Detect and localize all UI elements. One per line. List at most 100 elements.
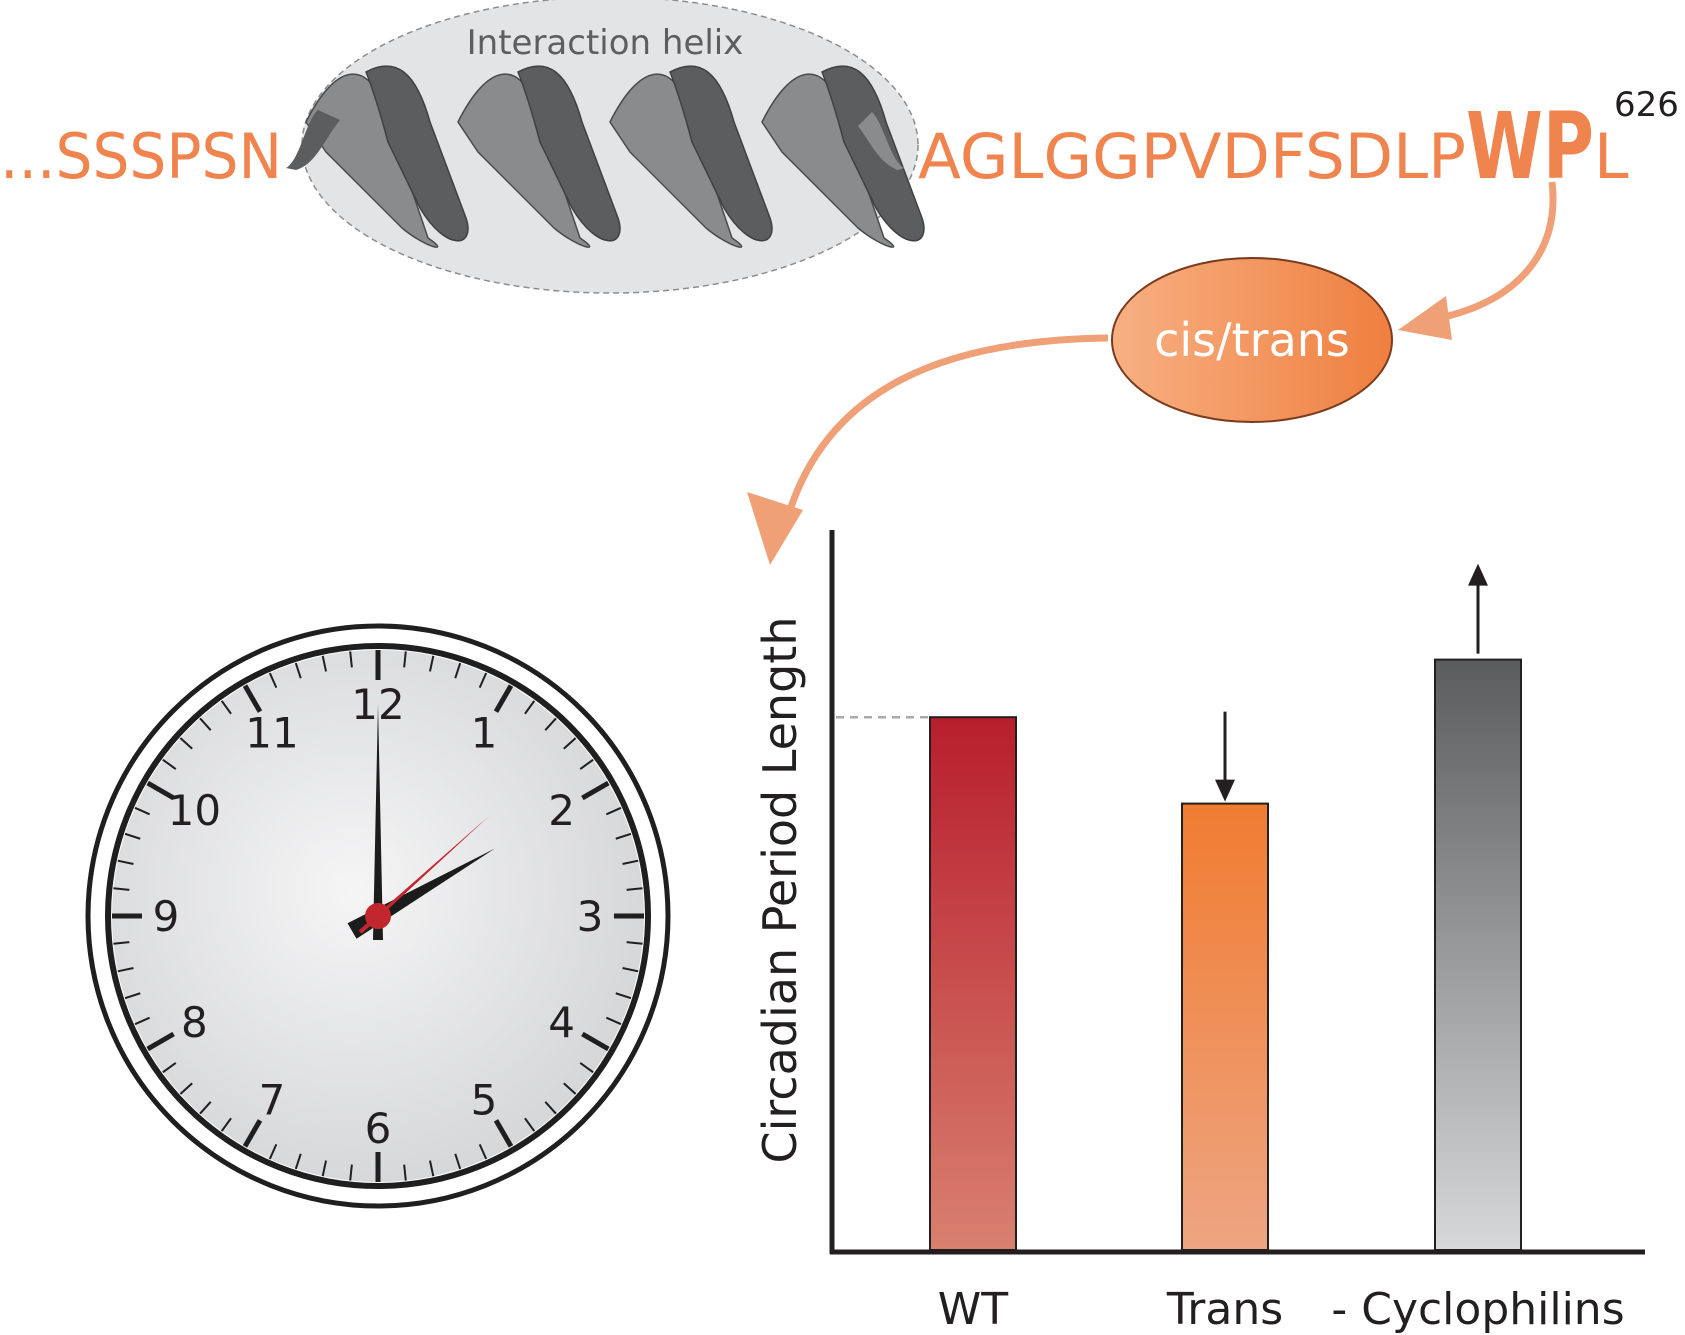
clock-hands: [347, 704, 495, 940]
clock-number: 3: [577, 892, 604, 941]
clock-minute-tick: [124, 992, 141, 1000]
clock-hour-tick: [242, 684, 263, 713]
helix-label: Interaction helix: [467, 23, 744, 63]
clock-minute-tick: [349, 1164, 353, 1181]
helix-tail-right: [858, 112, 904, 170]
clock-center-cap: [365, 903, 391, 929]
cis-trans-group: cis/trans: [747, 181, 1557, 565]
increase-arrow-head: [1468, 563, 1488, 586]
clock-minute-tick: [622, 859, 639, 866]
residue-number: 626: [1614, 85, 1679, 125]
x-tick-label: WT: [938, 1284, 1009, 1335]
clock-minute-tick: [622, 966, 639, 973]
clock-minute-tick: [563, 1082, 577, 1095]
clock-number: 7: [259, 1076, 286, 1125]
clock-minute-tick: [134, 806, 151, 816]
clock-minute-tick: [626, 941, 643, 945]
bar-trans: [1181, 802, 1269, 1251]
sequence-highlight-wp: WP: [1466, 93, 1594, 200]
clock-minute-tick: [544, 717, 557, 731]
clock-number: 1: [471, 708, 498, 757]
clock-minute-tick: [605, 806, 622, 816]
clock-minute-tick: [124, 832, 141, 840]
clock-minute-tick: [294, 1153, 302, 1170]
arrowhead-wp-to-cistrans: [1398, 296, 1452, 340]
clock-minute-hand: [373, 704, 383, 940]
clock-number: 9: [153, 892, 180, 941]
clock-hour-tick: [493, 684, 514, 713]
clock-minute-tick: [605, 1016, 622, 1026]
clock-minute-tick: [524, 1117, 536, 1132]
clock-minute-tick: [454, 1153, 462, 1170]
clock-minute-tick: [544, 1101, 557, 1115]
clock-number: 5: [471, 1076, 498, 1125]
clock-inner-rim: [105, 643, 651, 1189]
clock-minute-tick: [179, 737, 193, 750]
helix-ribbon: [286, 65, 925, 248]
helix-tail-left: [286, 110, 340, 170]
x-tick-label: - Cyclophilins: [1331, 1284, 1624, 1335]
clock-minute-tick: [615, 832, 632, 840]
helix-front-strand: [669, 65, 773, 242]
clock-minute-tick: [579, 758, 594, 770]
clock-number: 4: [548, 998, 575, 1047]
clock-minute-tick: [478, 672, 488, 689]
clock-hour-tick: [581, 1031, 610, 1052]
cis-trans-label: cis/trans: [1154, 313, 1350, 367]
sequence-prefix: ...SSSPSN: [0, 120, 282, 193]
clock-minute-tick: [113, 887, 130, 891]
clock-ticks: [112, 650, 644, 1182]
decrease-arrow-head: [1215, 779, 1235, 802]
sequence-row: ...SSSPSN Interaction helix AGLGGPVDFSDL…: [0, 0, 1679, 294]
clock-number: 11: [245, 708, 298, 757]
clock-minute-tick: [220, 700, 232, 715]
clock-minute-tick: [615, 992, 632, 1000]
helix-front-strand: [365, 65, 469, 242]
clock-minute-tick: [134, 1016, 151, 1026]
cis-trans-bubble: [1111, 257, 1393, 423]
clock-hour-tick: [581, 780, 610, 801]
sequence-suffix: AGLGGPVDFSDLP: [918, 120, 1466, 193]
clock-minute-tick: [403, 651, 407, 668]
clock-minute-tick: [321, 1160, 328, 1177]
clock-minute-tick: [268, 1143, 278, 1160]
clock-number: 6: [365, 1104, 392, 1153]
clock-minute-tick: [321, 655, 328, 672]
bar-cyclophilins: [1434, 658, 1522, 1251]
x-tick-label: Trans: [1166, 1284, 1283, 1335]
clock-minute-tick: [113, 941, 130, 945]
clock-minute-tick: [162, 1062, 177, 1074]
clock-number: 2: [548, 786, 575, 835]
clock-minute-tick: [524, 700, 536, 715]
clock-minute-tick: [294, 662, 302, 679]
arrow-wp-to-cistrans: [1439, 181, 1557, 322]
clock-minute-tick: [626, 887, 643, 891]
clock-minute-tick: [349, 651, 353, 668]
clock-hour-tick: [146, 780, 175, 801]
period-length-chart: WT Trans - Cyclophilins Circadian Period L…: [753, 530, 1645, 1335]
clock-hour-tick: [242, 1119, 263, 1148]
clock-minute-tick: [117, 966, 134, 973]
chart-y-label: Circadian Period Length: [753, 617, 807, 1164]
sequence-last-residue: L: [1594, 120, 1629, 193]
helix-front-strand: [821, 65, 925, 242]
helix-front-strand: [517, 65, 621, 242]
clock-number: 8: [181, 998, 208, 1047]
bar-wt: [929, 716, 1017, 1251]
clock-minute-tick: [220, 1117, 232, 1132]
arrow-cistrans-to-chart: [786, 334, 1109, 512]
clock-minute-tick: [117, 859, 134, 866]
clock: 121234567891011: [85, 623, 671, 1209]
clock-number: 10: [168, 786, 221, 835]
clock-hour-tick: [493, 1119, 514, 1148]
clock-second-hand: [358, 815, 490, 934]
clock-minute-tick: [563, 737, 577, 750]
clock-minute-tick: [179, 1082, 193, 1095]
clock-minute-tick: [579, 1062, 594, 1074]
clock-minute-tick: [268, 672, 278, 689]
clock-minute-tick: [428, 1160, 435, 1177]
clock-minute-tick: [478, 1143, 488, 1160]
interaction-helix: Interaction helix: [286, 0, 925, 294]
clock-minute-tick: [428, 655, 435, 672]
